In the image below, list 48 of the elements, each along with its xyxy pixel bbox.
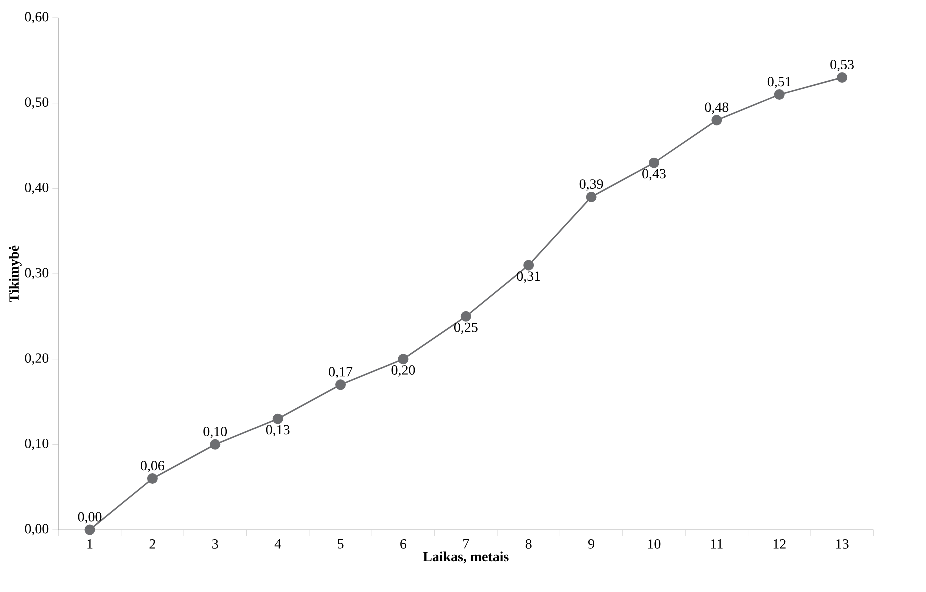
data-label: 0,31 (517, 272, 540, 284)
x-tick-label: 10 (648, 540, 661, 549)
y-tick-label: 0,00 (25, 524, 49, 536)
data-label: 0,51 (768, 77, 791, 89)
y-tick-label: 0,20 (25, 354, 49, 366)
point (147, 474, 158, 484)
y-axis-title: Tikimybė (9, 246, 22, 302)
x-axis-title: Laikas, metais (423, 552, 509, 564)
x-tick-label: 8 (526, 540, 532, 549)
x-tick-label: 6 (400, 540, 407, 549)
y-tick-label: 0,30 (25, 268, 49, 280)
point (336, 380, 346, 390)
point (712, 115, 722, 126)
y-tick-label: 0,40 (25, 182, 49, 194)
point (648, 158, 660, 168)
data-label: 0,17 (329, 367, 353, 379)
point (837, 72, 848, 83)
y-tick-label: 0,50 (25, 98, 49, 110)
y-tick-label: 0,60 (25, 12, 49, 24)
data-label: 0,25 (454, 322, 478, 334)
x-tick-label: 3 (212, 540, 218, 549)
point (460, 311, 472, 322)
point (398, 354, 409, 365)
data-label: 0,39 (580, 180, 604, 191)
data-label: 0,00 (78, 512, 102, 524)
point (774, 90, 785, 100)
point (272, 414, 284, 424)
point (84, 524, 96, 536)
point (524, 260, 534, 271)
x-tick-label: 7 (464, 540, 470, 549)
data-label: 0,48 (705, 102, 729, 114)
y-tick-label: 0,10 (25, 438, 49, 450)
data-label: 0,43 (642, 169, 666, 181)
data-label: 0,13 (266, 425, 290, 437)
x-tick-label: 1 (88, 540, 93, 549)
x-tick-label: 4 (274, 540, 282, 549)
data-label: 0,10 (204, 427, 228, 438)
x-tick-label: 13 (836, 540, 849, 549)
data-label: 0,06 (141, 461, 164, 473)
x-tick-label: 9 (588, 540, 594, 549)
x-tick-label: 11 (711, 540, 723, 549)
point (210, 439, 221, 450)
x-tick-label: 5 (338, 540, 344, 549)
data-label: 0,20 (392, 366, 416, 377)
point (586, 192, 597, 202)
data-label: 0,53 (830, 60, 854, 72)
x-tick-label: 12 (774, 540, 786, 549)
x-tick-label: 2 (150, 540, 156, 549)
